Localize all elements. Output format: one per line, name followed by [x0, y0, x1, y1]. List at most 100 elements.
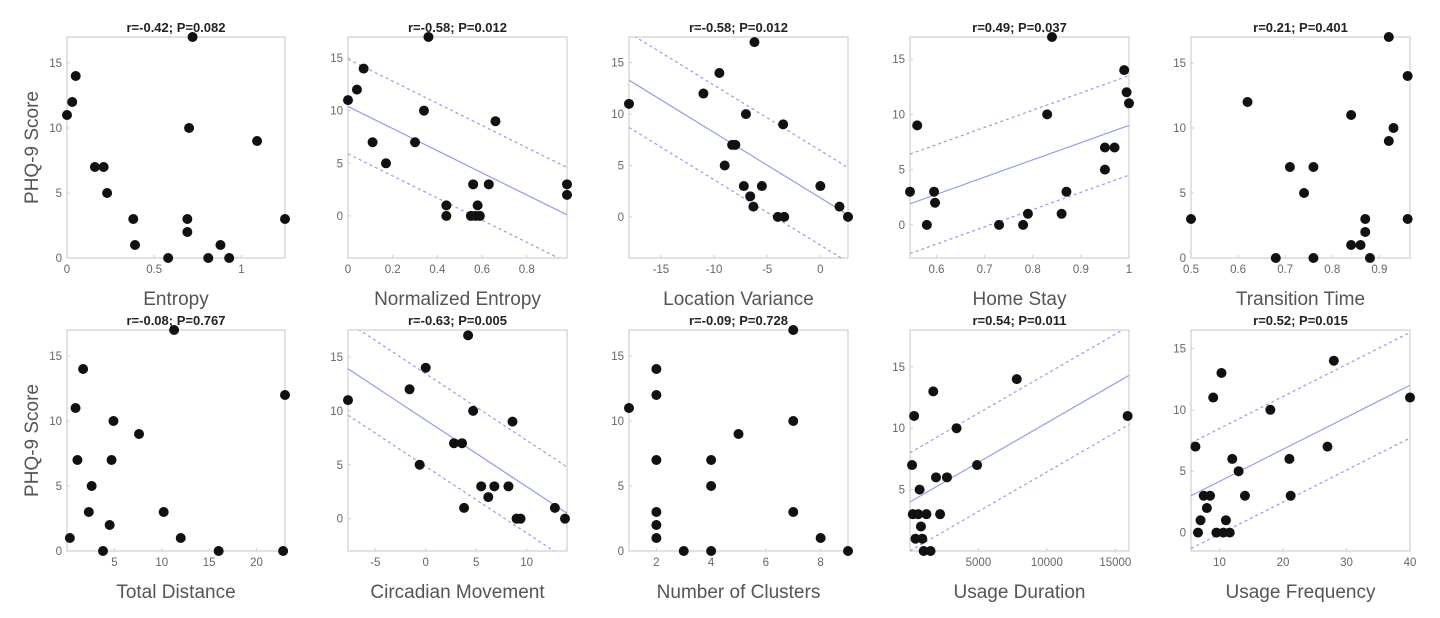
data-point: [175, 533, 186, 543]
data-point: [472, 200, 483, 211]
plot-frame: [1190, 329, 1411, 552]
x-tick-label: 0.6: [474, 264, 490, 276]
x-tick-label: 0.5: [1183, 264, 1199, 276]
data-point: [1109, 142, 1120, 153]
data-point: [1308, 162, 1319, 172]
data-point: [930, 197, 941, 208]
data-point: [778, 119, 789, 130]
x-axis-label: Entropy: [143, 289, 209, 310]
data-point: [182, 214, 193, 224]
data-point: [914, 484, 925, 495]
panel-title: r=-0.42; P=0.082: [126, 20, 225, 35]
x-tick-label: 10000: [1031, 557, 1063, 569]
x-tick-label: 0: [423, 557, 429, 569]
data-point: [972, 460, 983, 471]
data-point: [651, 364, 662, 374]
regression: [910, 75, 1129, 255]
x-tick-label: 8: [817, 557, 823, 569]
regression: [348, 58, 567, 258]
data-point: [651, 520, 662, 530]
data-point: [1383, 32, 1394, 42]
upper-bound-line: [358, 330, 567, 468]
data-point: [1346, 110, 1357, 120]
panel-title: r=-0.09; P=0.728: [689, 313, 788, 328]
data-point: [448, 438, 459, 449]
data-point: [468, 405, 479, 416]
data-point: [651, 455, 662, 465]
lower-bound-line: [1191, 437, 1410, 550]
data-point: [224, 253, 235, 263]
data-point: [651, 533, 662, 543]
x-tick-label: 5: [111, 557, 117, 569]
data-point: [730, 139, 741, 150]
data-point: [748, 201, 759, 212]
y-tick-label: 10: [1173, 123, 1186, 135]
data-point: [1227, 453, 1238, 464]
data-point: [358, 63, 369, 74]
x-tick-label: 6: [763, 557, 769, 569]
panel-title: r=-0.63; P=0.005: [408, 313, 507, 328]
data-point: [1299, 188, 1310, 198]
y-tick-label: 5: [337, 158, 343, 170]
data-point: [1061, 186, 1072, 197]
y-tick-label: 15: [330, 352, 343, 364]
x-tick-label: 0.9: [1371, 264, 1387, 276]
data-point: [108, 416, 119, 426]
data-point: [756, 181, 767, 192]
data-point: [1242, 97, 1253, 107]
data-point: [380, 158, 391, 169]
data-point: [64, 533, 75, 543]
fit-line: [348, 105, 567, 216]
y-tick-label: 5: [618, 481, 624, 493]
panel-6: 5 10 15 20 0 5 10 15 r=-0.08; P=0.767 Total Dista…: [22, 313, 290, 603]
data-point: [905, 186, 915, 197]
panel-7: -5 0 5 10 0 5 10 15 r=-0.63; P=0.005 Circadian Mo…: [330, 313, 570, 603]
fit-line: [910, 124, 1129, 205]
data-point: [98, 162, 109, 172]
data-point: [706, 481, 717, 491]
data-point: [698, 88, 709, 99]
x-tick-label: 5: [473, 557, 479, 569]
x-tick-label: -5: [370, 557, 380, 569]
data-point: [503, 481, 514, 492]
data-point: [1233, 466, 1244, 477]
data-point: [1205, 490, 1216, 501]
upper-bound-line: [910, 330, 1124, 454]
x-tick-label: -10: [706, 264, 723, 276]
data-point: [559, 513, 570, 524]
data-point: [915, 521, 926, 532]
data-point: [62, 110, 72, 120]
x-axis-label: Total Distance: [116, 582, 235, 603]
data-point: [507, 416, 518, 427]
data-point: [1284, 162, 1295, 172]
x-tick-label: -5: [762, 264, 772, 276]
fit-line: [1191, 384, 1410, 497]
x-axis-label: Usage Duration: [953, 582, 1085, 603]
data-point: [1383, 136, 1394, 146]
data-point: [931, 472, 942, 483]
data-point: [1011, 374, 1022, 385]
x-tick-label: 0.4: [429, 264, 446, 276]
y-tick-label: 10: [892, 423, 905, 435]
y-tick-label: 10: [892, 109, 905, 121]
y-tick-label: 10: [1173, 405, 1186, 417]
data-point: [410, 137, 421, 148]
data-point: [719, 160, 730, 171]
data-point: [714, 67, 725, 78]
data-point: [483, 492, 494, 503]
data-point: [89, 162, 100, 172]
x-axis-label: Normalized Entropy: [374, 289, 541, 310]
panel-10: 10 20 30 40 0 5 10 15 r=0.52; P=0.015 Usage Frequ…: [1173, 313, 1416, 603]
data-point: [203, 253, 214, 263]
y-tick-label: 15: [611, 58, 624, 70]
data-point: [1124, 98, 1134, 109]
y-tick-label: 5: [56, 188, 62, 200]
data-point: [343, 95, 353, 106]
y-tick-label: 0: [56, 253, 62, 265]
y-tick-label: 10: [49, 416, 62, 428]
panel-title: r=0.49; P=0.037: [972, 20, 1067, 35]
data-point: [1208, 392, 1219, 403]
data-point: [913, 509, 924, 520]
data-point: [418, 105, 429, 116]
panel-title: r=-0.58; P=0.012: [408, 20, 507, 35]
